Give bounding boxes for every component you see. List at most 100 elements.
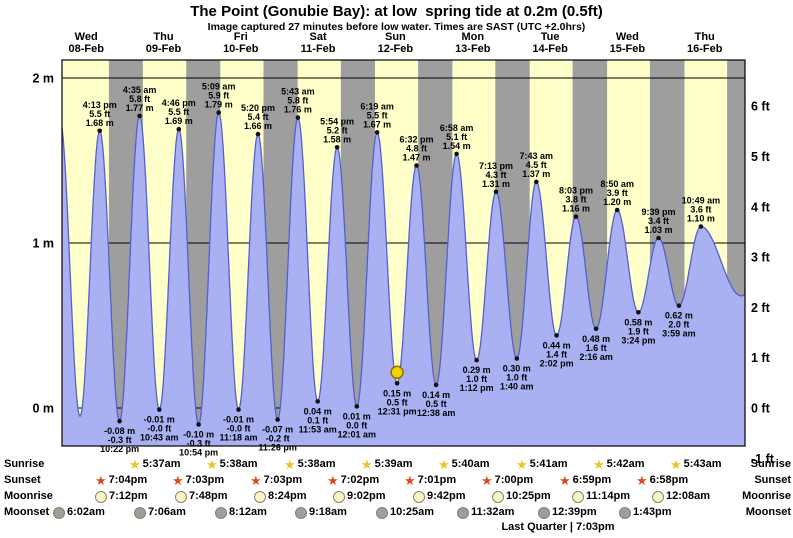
svg-text:0.5 ft: 0.5 ft xyxy=(426,399,447,409)
svg-text:10-Feb: 10-Feb xyxy=(223,43,259,55)
svg-text:Fri: Fri xyxy=(234,31,248,43)
svg-text:1.68 m: 1.68 m xyxy=(86,118,114,128)
svg-text:0.1 ft: 0.1 ft xyxy=(307,415,328,425)
svg-text:Tue: Tue xyxy=(541,31,560,43)
svg-text:1.58 m: 1.58 m xyxy=(323,134,351,144)
svg-text:1.67 m: 1.67 m xyxy=(363,119,391,129)
tide-point-dot xyxy=(295,115,301,120)
tide-point-dot xyxy=(255,131,261,137)
svg-text:4:13 pm: 4:13 pm xyxy=(83,100,117,110)
svg-text:Mon: Mon xyxy=(461,31,484,43)
svg-text:11:18 am: 11:18 am xyxy=(219,433,257,443)
svg-text:11-Feb: 11-Feb xyxy=(301,43,336,55)
svg-text:Sat: Sat xyxy=(310,31,327,43)
tide-annotation-high: 6:32 pm4.8 ft1.47 m xyxy=(399,135,433,163)
tide-point-dot xyxy=(474,357,479,363)
svg-text:5.4 ft: 5.4 ft xyxy=(247,112,268,122)
tide-point-dot xyxy=(593,326,599,332)
tide-annotation-high: 4:13 pm5.5 ft1.68 m xyxy=(83,100,117,128)
svg-text:6:58 am: 6:58 am xyxy=(440,123,474,133)
svg-text:11:53 am: 11:53 am xyxy=(299,424,337,434)
tide-annotation-high: 9:39 pm3.4 ft1.03 m xyxy=(641,207,675,235)
y-axis-label-ft: 3 ft xyxy=(751,251,771,265)
svg-text:6:19 am: 6:19 am xyxy=(360,101,394,111)
svg-text:4.8 ft: 4.8 ft xyxy=(406,144,427,154)
svg-text:4.3 ft: 4.3 ft xyxy=(485,170,506,180)
svg-text:Thu: Thu xyxy=(153,31,173,43)
svg-text:Sun: Sun xyxy=(385,31,406,43)
svg-text:16-Feb: 16-Feb xyxy=(687,43,723,55)
tide-point-dot xyxy=(514,356,520,361)
svg-text:1:12 pm: 1:12 pm xyxy=(460,383,494,393)
svg-text:3.9 ft: 3.9 ft xyxy=(607,188,628,198)
tide-annotation-high: 5:09 am5.9 ft1.79 m xyxy=(202,82,236,110)
svg-text:5.5 ft: 5.5 ft xyxy=(367,110,388,120)
tide-annotation-high: 6:19 am5.5 ft1.67 m xyxy=(360,101,394,129)
y-axis-label-m: 1 m xyxy=(32,237,54,251)
tide-point-dot xyxy=(573,214,579,219)
tide-point-dot xyxy=(275,417,280,422)
tide-point-dot xyxy=(534,179,539,185)
tide-annotation-high: 5:54 pm5.2 ft1.58 m xyxy=(320,116,354,144)
tide-point-dot xyxy=(117,418,122,424)
svg-text:4.5 ft: 4.5 ft xyxy=(526,160,547,170)
tide-annotation-high: 5:43 am5.8 ft1.76 m xyxy=(281,87,315,115)
y-axis-label-m: 2 m xyxy=(32,72,54,86)
tide-point-dot xyxy=(354,404,360,409)
tide-annotation-high: 8:03 pm3.8 ft1.16 m xyxy=(559,186,593,214)
svg-text:-0.07 m: -0.07 m xyxy=(262,425,293,435)
svg-text:-0.3 ft: -0.3 ft xyxy=(108,435,132,445)
svg-text:0.58 m: 0.58 m xyxy=(624,317,652,327)
tide-point-dot xyxy=(676,303,682,309)
svg-text:5.2 ft: 5.2 ft xyxy=(327,125,348,135)
y-axis-label-ft: 5 ft xyxy=(751,150,771,164)
tide-point-dot xyxy=(334,145,340,150)
svg-text:5:54 pm: 5:54 pm xyxy=(320,116,354,126)
svg-text:1.79 m: 1.79 m xyxy=(205,100,233,110)
svg-text:08-Feb: 08-Feb xyxy=(68,43,104,55)
svg-text:0.5 ft: 0.5 ft xyxy=(387,397,408,407)
svg-text:1.69 m: 1.69 m xyxy=(165,116,193,126)
tide-annotation-low: 0.58 m1.9 ft3:24 pm xyxy=(621,317,655,345)
svg-text:1.4 ft: 1.4 ft xyxy=(546,349,567,359)
tide-annotation-high: 4:46 pm5.5 ft1.69 m xyxy=(162,98,196,126)
y-axis-label-ft: 2 ft xyxy=(751,301,771,315)
svg-text:7:13 pm: 7:13 pm xyxy=(479,161,513,171)
tide-point-dot xyxy=(176,126,182,132)
svg-text:12:38 am: 12:38 am xyxy=(417,408,456,418)
svg-text:1.76 m: 1.76 m xyxy=(284,105,312,115)
svg-text:1.20 m: 1.20 m xyxy=(603,197,631,207)
svg-text:0.15 m: 0.15 m xyxy=(383,388,411,398)
tide-point-dot xyxy=(236,407,241,412)
tide-point-dot xyxy=(454,151,459,157)
current-tide-marker xyxy=(390,365,404,380)
svg-text:5.5 ft: 5.5 ft xyxy=(89,109,110,119)
svg-text:5.1 ft: 5.1 ft xyxy=(446,132,467,142)
svg-text:0.30 m: 0.30 m xyxy=(503,364,531,374)
tide-point-dot xyxy=(374,130,380,135)
tide-point-dot xyxy=(614,207,620,213)
tide-annotation-high: 10:49 am3.6 ft1.10 m xyxy=(682,196,721,224)
svg-text:1.54 m: 1.54 m xyxy=(443,141,471,151)
svg-text:12:01 am: 12:01 am xyxy=(338,429,377,439)
svg-text:3:59 am: 3:59 am xyxy=(662,329,696,339)
svg-text:0.14 m: 0.14 m xyxy=(422,390,450,400)
tide-curve xyxy=(61,111,746,426)
svg-text:1.37 m: 1.37 m xyxy=(522,169,550,179)
svg-text:-0.08 m: -0.08 m xyxy=(104,426,135,436)
tide-point-dot xyxy=(315,399,321,404)
tide-point-dot xyxy=(97,128,102,134)
